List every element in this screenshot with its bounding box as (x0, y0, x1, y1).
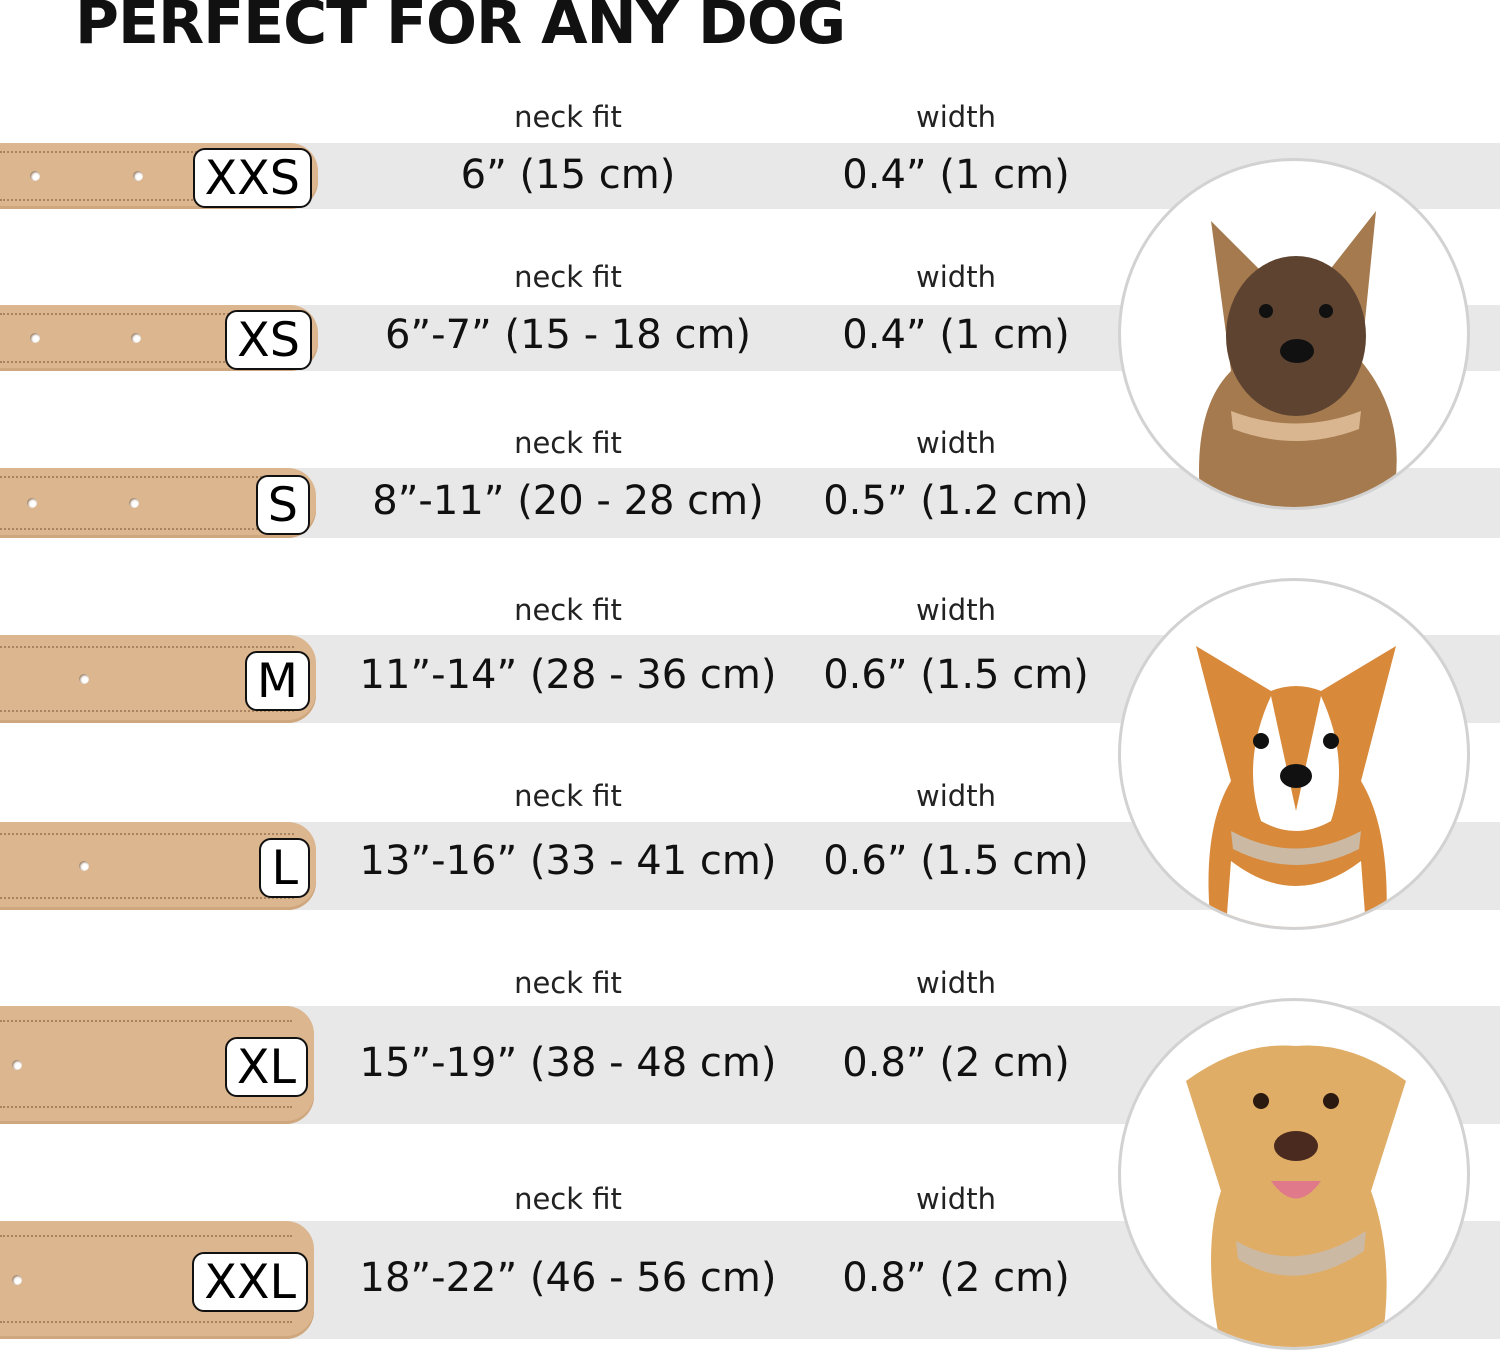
neck-fit-label: neck fit (514, 779, 622, 813)
collar-stitching (0, 1020, 292, 1023)
size-tag: XS (225, 310, 312, 370)
collar-stitching (0, 476, 294, 479)
width-label: width (916, 1182, 996, 1216)
size-tag: XXS (192, 148, 312, 208)
collar-hole (30, 171, 40, 181)
medium-dog-photo (1118, 578, 1470, 930)
collar-stitching (0, 199, 296, 202)
collar-xxs: XXS (0, 143, 318, 209)
collar-hole (27, 498, 37, 508)
collar-xl: XL (0, 1006, 314, 1124)
width-label: width (916, 593, 996, 627)
neck-fit-label: neck fit (514, 593, 622, 627)
neck-fit-label: neck fit (514, 966, 622, 1000)
collar-stitching (0, 709, 294, 712)
width-value: 0.4” (1 cm) (842, 312, 1070, 358)
neck-fit-value: 18”-22” (46 - 56 cm) (359, 1255, 777, 1301)
size-tag: XL (224, 1037, 308, 1097)
width-value: 0.4” (1 cm) (842, 152, 1070, 198)
collar-hole (12, 1275, 22, 1285)
collar-stitching (0, 312, 296, 315)
collar-s: S (0, 468, 316, 538)
neck-fit-value: 8”-11” (20 - 28 cm) (372, 478, 764, 524)
collar-stitching (0, 150, 296, 153)
collar-l: L (0, 822, 316, 910)
neck-fit-value: 6”-7” (15 - 18 cm) (384, 312, 752, 358)
collar-hole (129, 498, 139, 508)
neck-fit-label: neck fit (514, 1182, 622, 1216)
large-dog-photo (1118, 998, 1470, 1350)
neck-fit-value: 11”-14” (28 - 36 cm) (359, 652, 777, 698)
collar-xxl: XXL (0, 1221, 314, 1339)
labrador-icon (1186, 1045, 1406, 1347)
collar-xs: XS (0, 305, 318, 371)
width-label: width (916, 100, 996, 134)
width-value: 0.6” (1.5 cm) (823, 838, 1089, 884)
collar-hole (79, 674, 89, 684)
page-title: PERFECT FOR ANY DOG (75, 0, 846, 58)
terrier-icon (1199, 211, 1397, 507)
collar-hole (79, 861, 89, 871)
collar-hole (12, 1060, 22, 1070)
width-label: width (916, 779, 996, 813)
collar-hole (133, 171, 143, 181)
neck-fit-label: neck fit (514, 426, 622, 460)
size-tag: L (259, 838, 310, 898)
corgi-icon (1196, 646, 1396, 927)
neck-fit-value: 15”-19” (38 - 48 cm) (359, 1040, 777, 1086)
collar-stitching (0, 1235, 292, 1238)
width-value: 0.8” (2 cm) (842, 1040, 1070, 1086)
width-value: 0.8” (2 cm) (842, 1255, 1070, 1301)
neck-fit-label: neck fit (514, 260, 622, 294)
collar-stitching (0, 896, 294, 899)
collar-stitching (0, 832, 294, 835)
size-tag: S (255, 475, 310, 535)
collar-hole (30, 333, 40, 343)
collar-stitching (0, 361, 296, 364)
width-value: 0.6” (1.5 cm) (823, 652, 1089, 698)
collar-m: M (0, 635, 316, 723)
collar-stitching (0, 527, 294, 530)
small-dog-photo (1118, 158, 1470, 510)
collar-hole (131, 333, 141, 343)
width-label: width (916, 260, 996, 294)
neck-fit-value: 13”-16” (33 - 41 cm) (359, 838, 777, 884)
size-tag: XXL (192, 1252, 308, 1312)
neck-fit-label: neck fit (514, 100, 622, 134)
width-value: 0.5” (1.2 cm) (823, 478, 1089, 524)
width-label: width (916, 426, 996, 460)
neck-fit-value: 6” (15 cm) (460, 152, 676, 198)
width-label: width (916, 966, 996, 1000)
collar-stitching (0, 645, 294, 648)
collar-stitching (0, 1321, 292, 1324)
collar-stitching (0, 1106, 292, 1109)
size-tag: M (244, 651, 310, 711)
